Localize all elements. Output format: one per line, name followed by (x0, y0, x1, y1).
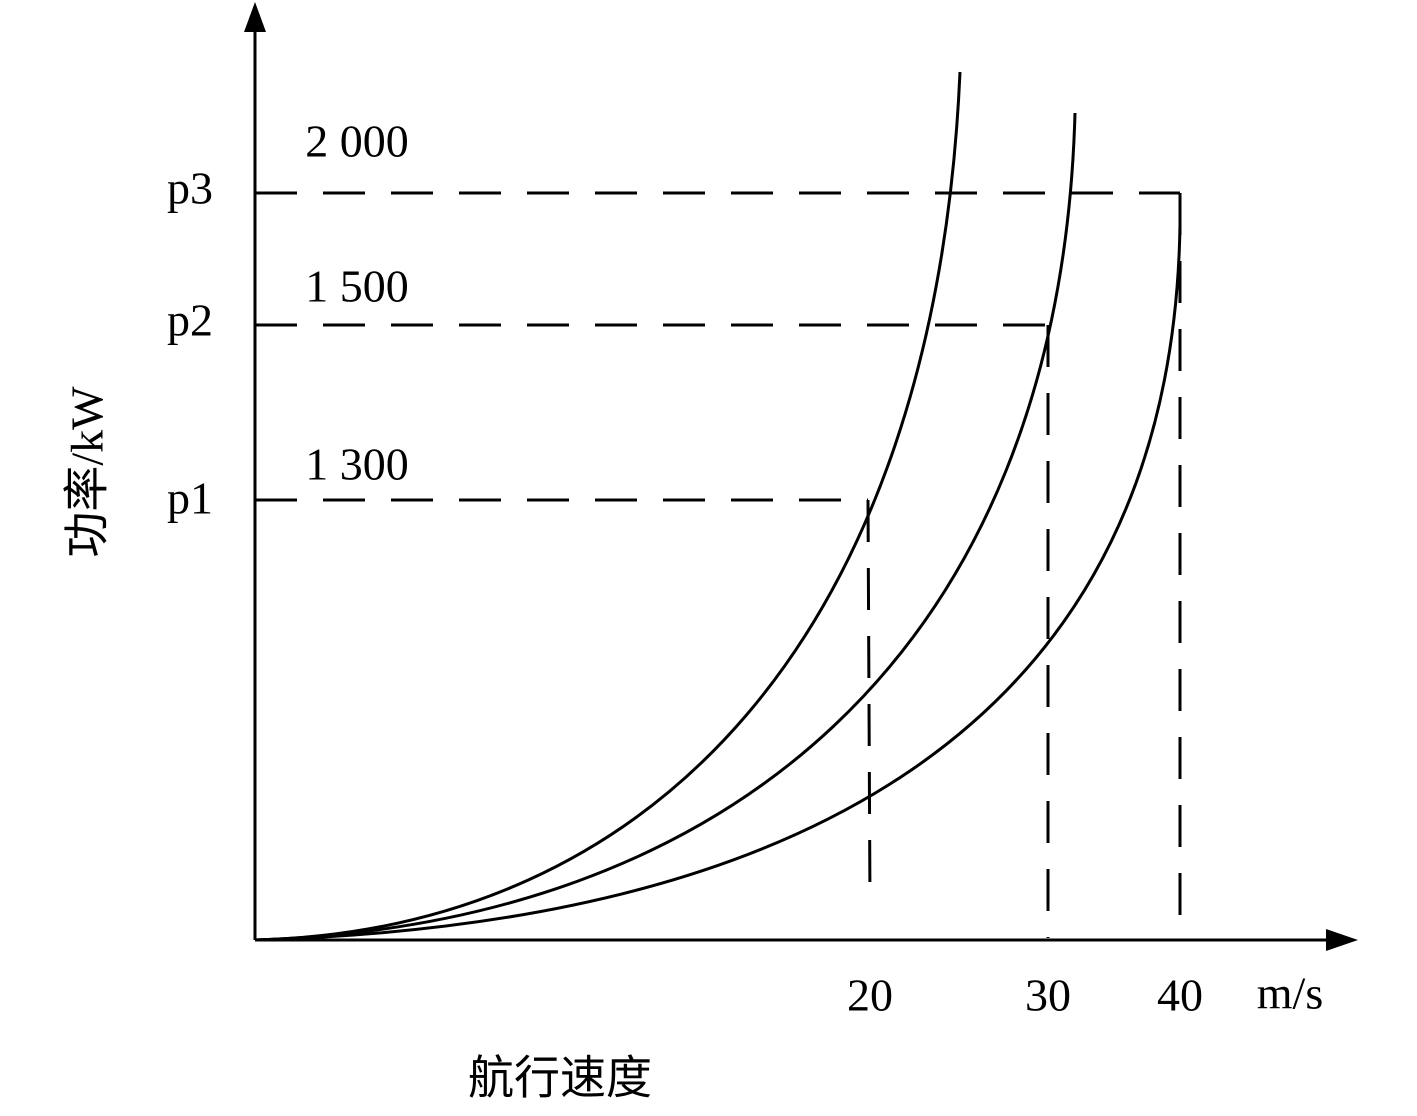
speed-label: 30 (1025, 970, 1071, 1021)
x-axis-label: 航行速度 (468, 1053, 652, 1104)
guide-line (866, 499, 872, 906)
power-curve (254, 224, 1182, 942)
level-power: 2 000 (305, 116, 409, 167)
x-axis-arrow (1326, 929, 1358, 951)
level-name: p1 (167, 473, 213, 524)
power-curve (254, 112, 1077, 942)
level-name: p3 (167, 163, 213, 214)
speed-label: 40 (1157, 970, 1203, 1021)
y-axis-arrow (244, 2, 266, 32)
y-axis-label: 功率/kW (62, 386, 113, 558)
x-unit: m/s (1257, 968, 1323, 1019)
level-power: 1 300 (305, 439, 409, 490)
speed-label: 20 (847, 970, 893, 1021)
level-name: p2 (167, 295, 213, 346)
power-curve (254, 71, 962, 942)
level-power: 1 500 (305, 261, 409, 312)
